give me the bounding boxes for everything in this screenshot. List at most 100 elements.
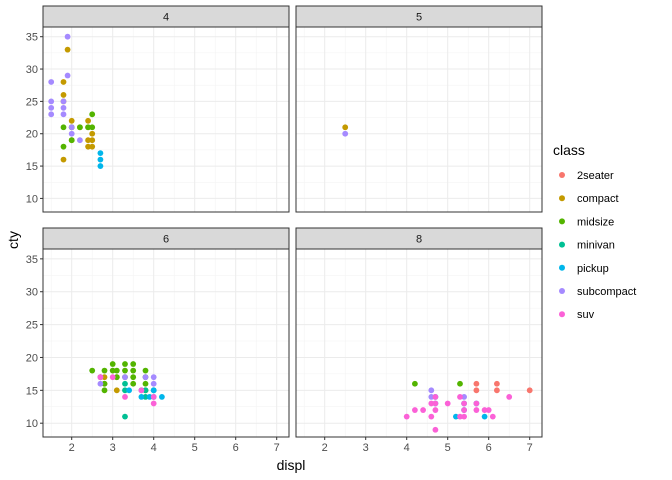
x-tick-label: 5 bbox=[192, 442, 198, 454]
point-suv bbox=[485, 407, 492, 413]
point-subcompact bbox=[48, 79, 55, 85]
point-subcompact bbox=[64, 72, 71, 79]
point-subcompact bbox=[77, 137, 83, 144]
point-midsize bbox=[130, 380, 137, 387]
facet-panel-border-6 bbox=[42, 248, 290, 438]
point-midsize bbox=[457, 380, 463, 387]
legend-label-subcompact: subcompact bbox=[577, 286, 636, 298]
legend-label-pickup: pickup bbox=[577, 263, 609, 275]
point-suv bbox=[109, 374, 116, 381]
y-tick-label: 30 bbox=[26, 287, 38, 299]
point-midsize bbox=[109, 367, 116, 374]
point-compact bbox=[60, 92, 67, 98]
point-compact bbox=[89, 137, 96, 144]
point-midsize bbox=[89, 124, 96, 131]
point-subcompact bbox=[142, 374, 149, 381]
legend-key-midsize bbox=[559, 218, 565, 225]
y-tick-label: 10 bbox=[26, 418, 38, 430]
point-minivan bbox=[122, 380, 128, 387]
legend-key-pickup bbox=[559, 264, 565, 271]
point-compact bbox=[85, 143, 91, 150]
y-tick-label: 15 bbox=[26, 161, 38, 173]
point-suv bbox=[432, 400, 439, 407]
point-midsize bbox=[68, 137, 75, 144]
point-2seater bbox=[494, 387, 500, 394]
point-midsize bbox=[60, 124, 67, 131]
y-tick-label: 35 bbox=[26, 32, 38, 44]
facet-strip-label-4: 4 bbox=[163, 12, 169, 24]
point-suv bbox=[506, 394, 513, 400]
point-subcompact bbox=[122, 374, 128, 381]
point-pickup bbox=[146, 394, 153, 400]
facet-panel-4 bbox=[43, 27, 289, 212]
point-pickup bbox=[138, 394, 145, 400]
y-tick-label: 20 bbox=[26, 352, 38, 364]
point-suv bbox=[428, 400, 435, 407]
point-2seater bbox=[526, 387, 533, 394]
point-suv bbox=[412, 407, 418, 413]
point-midsize bbox=[85, 124, 91, 131]
point-subcompact bbox=[48, 98, 55, 105]
facet-panel-8 bbox=[296, 249, 542, 437]
point-subcompact bbox=[97, 380, 104, 387]
facet-panels: 4 10 15 20 25 30 35 5 6 10 15 20 25 30 35 2 3 4 5 6 7 8 2 3 4 5 6 7 bbox=[26, 5, 543, 454]
point-suv bbox=[150, 400, 157, 407]
x-tick-label: 4 bbox=[404, 442, 410, 454]
point-midsize bbox=[109, 361, 116, 367]
point-midsize bbox=[113, 374, 120, 381]
y-tick-label: 20 bbox=[26, 129, 38, 141]
point-subcompact bbox=[64, 33, 71, 40]
x-tick-label: 6 bbox=[233, 442, 239, 454]
point-subcompact bbox=[150, 374, 157, 381]
x-tick-label: 7 bbox=[527, 442, 533, 454]
legend-key-suv bbox=[559, 311, 565, 318]
point-compact bbox=[68, 117, 75, 124]
point-suv bbox=[122, 394, 128, 400]
point-suv bbox=[461, 413, 467, 420]
point-midsize bbox=[130, 361, 137, 367]
point-suv bbox=[457, 394, 463, 400]
point-suv bbox=[432, 426, 439, 433]
facet-panel-5 bbox=[296, 27, 542, 212]
point-compact bbox=[101, 374, 108, 381]
point-2seater bbox=[494, 380, 500, 387]
legend-label-suv: suv bbox=[577, 309, 595, 321]
point-midsize bbox=[101, 380, 108, 387]
point-compact bbox=[64, 46, 71, 53]
point-midsize bbox=[412, 380, 418, 387]
point-compact bbox=[89, 130, 96, 137]
x-tick-label: 5 bbox=[445, 442, 451, 454]
point-pickup bbox=[453, 413, 459, 420]
x-tick-label: 3 bbox=[110, 442, 116, 454]
facet-panel-border-5 bbox=[295, 26, 543, 213]
x-tick-label: 4 bbox=[151, 442, 157, 454]
point-subcompact bbox=[48, 111, 55, 118]
point-midsize bbox=[122, 367, 128, 374]
point-minivan bbox=[142, 394, 149, 400]
point-subcompact bbox=[68, 124, 75, 131]
point-suv bbox=[489, 413, 496, 420]
point-pickup bbox=[97, 163, 104, 169]
y-tick-label: 30 bbox=[26, 64, 38, 76]
point-suv bbox=[97, 374, 104, 381]
point-suv bbox=[461, 400, 467, 407]
point-compact bbox=[85, 117, 91, 124]
y-tick-label: 35 bbox=[26, 254, 38, 266]
point-pickup bbox=[159, 394, 165, 400]
point-compact bbox=[60, 156, 67, 163]
point-subcompact bbox=[60, 111, 67, 118]
x-tick-label: 2 bbox=[69, 442, 75, 454]
point-compact bbox=[85, 137, 91, 144]
y-tick-label: 10 bbox=[26, 193, 38, 205]
y-tick-label: 25 bbox=[26, 320, 38, 332]
point-midsize bbox=[77, 124, 83, 131]
y-tick-label: 15 bbox=[26, 385, 38, 397]
point-2seater bbox=[473, 387, 480, 394]
legend-key-minivan bbox=[559, 241, 565, 248]
point-compact bbox=[342, 124, 349, 131]
point-subcompact bbox=[150, 380, 157, 387]
point-subcompact bbox=[68, 130, 75, 137]
legend-key-2seater bbox=[559, 172, 565, 178]
point-compact bbox=[60, 79, 67, 85]
point-midsize bbox=[130, 374, 137, 381]
